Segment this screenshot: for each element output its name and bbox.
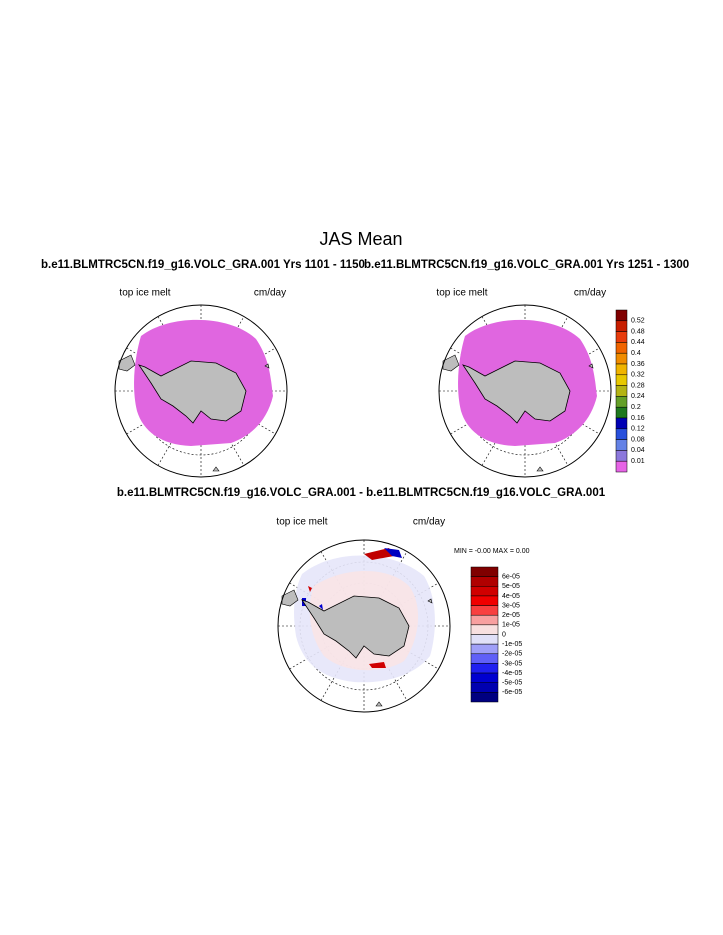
colorbar-label: 0.04 (631, 447, 645, 454)
colorbar-box (470, 586, 499, 597)
colorbar-label: 3e-05 (502, 602, 520, 609)
colorbar-label: 0.08 (631, 436, 645, 443)
panel-right-label: cm/day (574, 288, 606, 299)
colorbar-label: -5e-05 (502, 680, 522, 687)
colorbar-label: 0.2 (631, 404, 641, 411)
colorbar-label: 0.16 (631, 415, 645, 422)
colorbar-label: 0.4 (631, 350, 641, 357)
colorbar-box (615, 428, 628, 440)
figure-title: JAS Mean (319, 229, 402, 249)
panel-left-label: top ice melt (276, 517, 327, 528)
panel-title: b.e11.BLMTRC5CN.f19_g16.VOLC_GRA.001 - b… (117, 487, 606, 499)
colorbar-box (470, 595, 499, 606)
colorbar-box (470, 614, 499, 626)
colorbar-box (615, 396, 628, 408)
panel-right-label: cm/day (413, 517, 445, 528)
colorbar-label: -4e-05 (502, 670, 522, 677)
colorbar-box (470, 682, 499, 693)
colorbar-box (615, 450, 628, 462)
colorbar-label: -1e-05 (502, 641, 522, 648)
colorbar-box (470, 634, 499, 645)
colorbar-box (615, 439, 628, 451)
polar-map (439, 305, 611, 477)
colorbar-box (470, 692, 499, 703)
colorbar-box (470, 663, 499, 674)
colorbar-label: 0.32 (631, 372, 645, 379)
colorbar-box (615, 417, 628, 430)
colorbar-box (470, 576, 499, 587)
colorbar-box (470, 672, 499, 683)
colorbar-box (470, 643, 499, 655)
colorbar-box (615, 460, 628, 473)
stats-label: MIN = -0.00 MAX = 0.00 (454, 548, 530, 555)
colorbar-box (615, 352, 628, 365)
colorbar-label: -3e-05 (502, 660, 522, 667)
colorbar-label: 0.52 (631, 318, 645, 325)
colorbar-box (615, 309, 628, 322)
colorbar-label: 4e-05 (502, 593, 520, 600)
polar-map (115, 305, 287, 477)
colorbar-box (615, 320, 628, 332)
colorbar-box (470, 653, 499, 664)
panel-title: b.e11.BLMTRC5CN.f19_g16.VOLC_GRA.001 Yrs… (41, 259, 365, 271)
colorbar-label: 0 (502, 631, 506, 638)
colorbar-label: 0.01 (631, 458, 645, 465)
colorbar-box (615, 374, 628, 386)
colorbar-box (470, 566, 499, 577)
colorbar-box (615, 331, 628, 343)
polar-map (278, 540, 450, 712)
colorbar-box (470, 624, 499, 635)
colorbar-label: -6e-05 (502, 689, 522, 696)
colorbar-label: 2e-05 (502, 612, 520, 619)
colorbar-label: 0.36 (631, 361, 645, 368)
colorbar-box (615, 406, 628, 419)
colorbar-label: 0.12 (631, 426, 645, 433)
panel-left-label: top ice melt (119, 288, 170, 299)
colorbar-label: 0.24 (631, 393, 645, 400)
panel-right-label: cm/day (254, 288, 286, 299)
colorbar-label: -2e-05 (502, 651, 522, 658)
colorbar-box (615, 342, 628, 354)
panel-left-label: top ice melt (436, 288, 487, 299)
colorbar-label: 0.48 (631, 328, 645, 335)
colorbar-label: 1e-05 (502, 622, 520, 629)
colorbar-box (615, 363, 628, 376)
colorbar-label: 0.44 (631, 339, 645, 346)
colorbar-label: 6e-05 (502, 573, 520, 580)
colorbar-box (615, 385, 628, 397)
colorbar-box (470, 605, 499, 616)
colorbar-label: 0.28 (631, 382, 645, 389)
colorbar-label: 5e-05 (502, 583, 520, 590)
panel-title: b.e11.BLMTRC5CN.f19_g16.VOLC_GRA.001 Yrs… (364, 259, 689, 271)
